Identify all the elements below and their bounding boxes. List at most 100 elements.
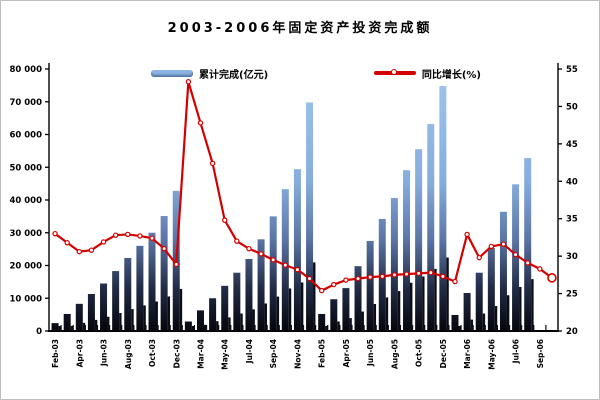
left-axis-tick-label: 10 000 [9,294,42,304]
x-axis-tick-label: May-04 [221,339,230,370]
x-axis-tick-label: Apr-03 [75,339,84,367]
line-point-Sep-05 [403,271,410,277]
right-axis-tick-label: 25 [566,290,578,300]
left-axis-tick-label: 30 000 [9,229,42,239]
bar-Mar-03 [63,313,71,331]
bar-Mar-05 [330,299,338,331]
chart-legend: 累计完成(亿元) 同比增长(%) [151,63,481,83]
line-point-Jul-05 [379,273,385,280]
line-point-Oct-05 [415,270,422,277]
left-axis-tick-label: 80 000 [9,65,42,75]
x-axis-tick-label: Mar-06 [463,339,472,369]
month-ticks [60,325,547,331]
bar-Sep-04 [269,216,277,331]
line-series-label: 同比增长(%) [421,69,481,81]
bar-Jul-04 [245,258,253,331]
line-point-Feb-04 [185,79,192,85]
right-axis-tick-label: 35 [566,215,578,225]
line-point-Nov-03 [161,245,167,252]
x-axis-tick-label: Apr-05 [342,339,351,367]
x-axis-tick-label: Sep-04 [269,339,278,368]
line-point-Feb-06 [452,278,458,285]
x-axis-labels: Feb-03 Apr-03 Jun-03 Aug-03 Oct-03 Dec-03 Mar-… [51,339,545,370]
left-axis-tick-label: 40 000 [9,196,42,206]
x-axis-tick-label: Dec-05 [439,339,448,368]
bar-Feb-04 [184,321,192,331]
line-point-Apr-04 [209,160,216,167]
bar-Aug-03 [124,257,132,331]
bar-May-06 [487,247,495,331]
line-point-Mar-04 [197,120,204,126]
line-point-Mar-03 [64,239,70,246]
x-axis-tick-label: Jul-06 [512,339,521,364]
legend-item-bars: 累计完成(亿元) [151,66,268,81]
chart-title: 2003-2006年固定资产投资完成额 [167,21,433,36]
line-point-Dec-04 [306,275,313,282]
line-point-Aug-05 [391,272,398,278]
x-axis-tick-label: Dec-03 [172,339,181,368]
line-point-Oct-06 [547,273,557,283]
line-point-Aug-06 [525,260,531,266]
x-axis-tick-label: Aug-05 [390,339,399,369]
line-point-Mar-05 [331,281,337,288]
bar-Aug-06 [524,158,532,331]
bar-Sep-05 [403,170,411,331]
bar-May-05 [354,266,362,331]
x-axis-tick-label: Sep-06 [536,339,545,368]
line-point-May-03 [88,247,95,253]
line-point-Jun-04 [234,238,240,244]
bar-Jun-04 [233,272,241,331]
left-axis-tick-label: 0 [36,327,42,337]
line-point-Mar-06 [464,231,470,238]
left-axis-tick-label: 20 000 [9,262,42,272]
line-series [52,79,557,294]
line-point-Sep-04 [270,257,276,263]
right-axis-tick-label: 30 [566,252,578,262]
bar-Feb-03 [51,323,59,331]
x-axis-tick-label: Feb-03 [51,339,60,368]
bar-Oct-03 [148,232,156,331]
x-axis-tick-label: Jun-05 [366,339,375,367]
line-point-Nov-05 [428,269,434,276]
line-point-Jun-05 [367,274,373,280]
bar-series-label: 累计完成(亿元) [199,69,269,81]
bar-Jun-05 [366,240,374,331]
bar-Nov-03 [160,216,168,331]
bar-Apr-06 [475,272,483,331]
left-axis-tick-label: 70 000 [9,98,42,108]
bar-Jun-06 [499,211,507,331]
right-axis-tick-label: 45 [566,140,578,150]
line-point-Aug-04 [258,251,264,257]
bar-series-swatch-icon [151,69,193,77]
bar-Nov-05 [427,124,435,332]
line-point-Jun-03 [100,239,107,245]
x-axis-tick-label: Oct-03 [148,339,157,367]
line-point-Oct-04 [282,262,289,268]
right-axis-tick-label: 55 [566,65,578,75]
line-point-Jul-04 [246,245,252,252]
line-point-Feb-05 [318,287,325,294]
x-axis-tick-label: May-06 [487,339,496,370]
line-point-May-06 [488,243,495,250]
bar-Dec-05 [439,86,447,331]
line-point-Apr-06 [476,254,482,261]
line-point-Aug-03 [125,231,131,238]
bar-Nov-04 [293,169,301,331]
left-axis-tick-label: 50 000 [9,163,42,173]
left-axis-ticks: 80 000 70 000 60 000 50 000 40 000 30 000 20 0… [9,65,49,337]
bar-Apr-04 [209,298,217,331]
bar-Apr-05 [342,288,350,331]
bar-Apr-03 [75,303,83,331]
line-point-Jul-06 [512,251,519,258]
line-point-Apr-05 [343,277,349,283]
bar-May-04 [221,285,229,331]
x-axis-tick-label: Jul-04 [245,339,254,364]
legend-item-line: 同比增长(%) [373,66,481,81]
line-point-Sep-03 [137,233,143,239]
bar-Dec-04 [306,102,314,331]
line-point-May-04 [222,217,228,223]
x-axis-tick-label: Jun-03 [100,339,109,367]
bar-Feb-05 [318,313,326,331]
bar-series [51,86,534,332]
